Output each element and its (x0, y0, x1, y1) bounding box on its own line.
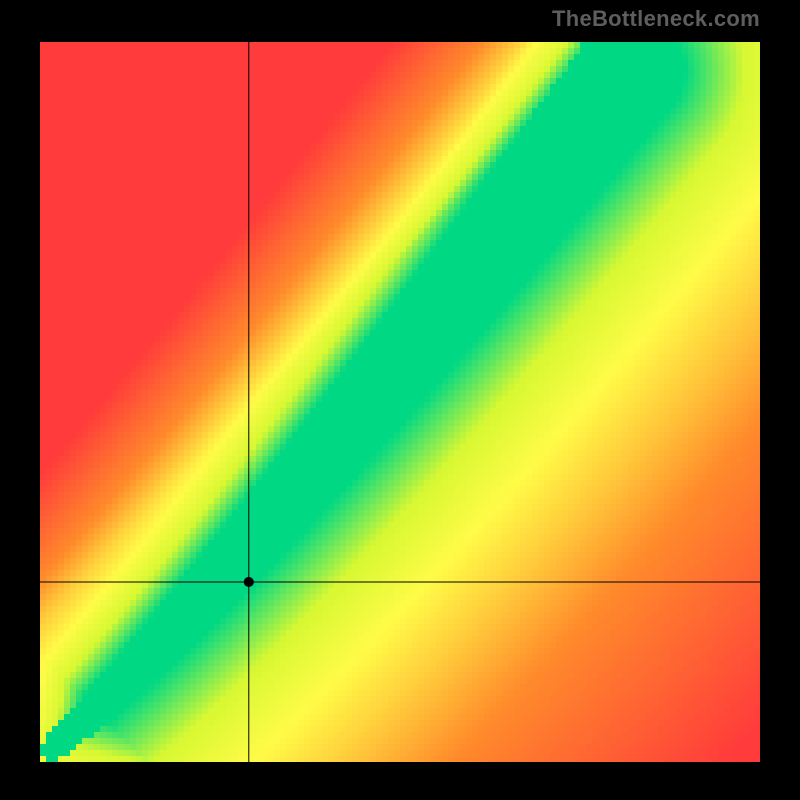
watermark-label: TheBottleneck.com (552, 6, 760, 32)
bottleneck-heatmap (0, 0, 800, 800)
